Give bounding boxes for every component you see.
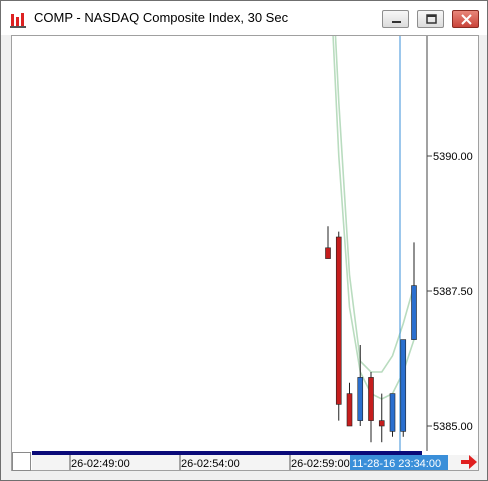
band-upper-inner-line — [330, 0, 415, 400]
close-icon — [461, 14, 472, 25]
chart-area[interactable]: 5397.505395.005392.505390.005387.505385.… — [11, 0, 479, 471]
candle — [389, 393, 396, 432]
close-button[interactable] — [452, 10, 479, 28]
minimize-button[interactable] — [382, 10, 409, 28]
chart-corner-box[interactable] — [12, 452, 31, 471]
restore-icon — [426, 14, 437, 24]
band-upper-line — [332, 0, 415, 373]
restore-button[interactable] — [417, 10, 444, 28]
scroll-right-arrow-icon[interactable] — [460, 454, 478, 470]
y-tick-label: 5385.00 — [433, 421, 473, 433]
x-tick-label: 26-02:49:00 — [71, 458, 130, 470]
minimize-icon — [392, 21, 401, 23]
axis-layer: 5397.505395.005392.505390.005387.505385.… — [32, 16, 478, 470]
candles — [325, 226, 417, 443]
candle — [357, 377, 364, 421]
chart-app-icon — [10, 13, 26, 28]
candle — [325, 247, 331, 259]
y-tick-label: 5390.00 — [433, 151, 473, 163]
indicator-lines — [330, 0, 415, 400]
title-bar[interactable]: COMP - NASDAQ Composite Index, 30 Sec — [1, 1, 487, 35]
cursor-time-box — [350, 455, 448, 470]
candle — [378, 420, 385, 427]
candle — [335, 236, 342, 405]
x-tick-label: 26-02:59:00 — [291, 458, 350, 470]
y-tick-label: 5387.50 — [433, 286, 473, 298]
candle — [368, 377, 374, 421]
window-title: COMP - NASDAQ Composite Index, 30 Sec — [34, 10, 289, 25]
time-axis-bar — [32, 451, 422, 455]
candle — [411, 285, 417, 340]
candle — [346, 393, 353, 427]
x-tick-label: 26-02:54:00 — [181, 458, 240, 470]
cursor-time-label: 11-28-16 23:34:00 — [352, 458, 441, 470]
cursor-layer: 11-28-16 23:34:00 — [350, 36, 448, 470]
candle — [400, 339, 407, 432]
candlestick-chart[interactable]: 5397.505395.005392.505390.005387.505385.… — [12, 0, 478, 470]
